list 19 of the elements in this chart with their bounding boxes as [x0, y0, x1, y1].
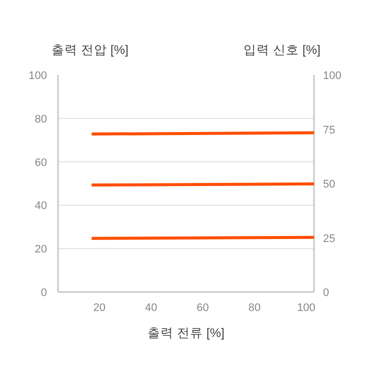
x-tick-label: 80	[248, 302, 261, 314]
y-axis-title: 출력 전압 [%]	[51, 43, 129, 57]
y-tick-label: 100	[28, 70, 47, 82]
x-tick-label: 20	[93, 302, 106, 314]
y2-tick-label: 75	[323, 124, 336, 136]
y2-tick-label: 100	[323, 70, 342, 82]
y2-tick-label: 25	[323, 232, 336, 245]
y2-tick-label: 0	[323, 287, 330, 299]
x-tick-label: 40	[144, 302, 158, 314]
y-tick-label: 0	[40, 287, 47, 299]
y2-axis-title: 입력 신호 [%]	[243, 43, 321, 57]
y-tick-label: 80	[34, 113, 47, 126]
x-axis-title: 출력 전류 [%]	[147, 326, 225, 340]
x-tick-label: 60	[196, 302, 209, 314]
y-tick-label: 40	[34, 200, 47, 212]
y-tick-label: 20	[34, 244, 47, 256]
y2-tick-label: 50	[323, 178, 336, 190]
x-tick-label: 100	[297, 302, 316, 314]
y-tick-label: 60	[34, 156, 47, 169]
